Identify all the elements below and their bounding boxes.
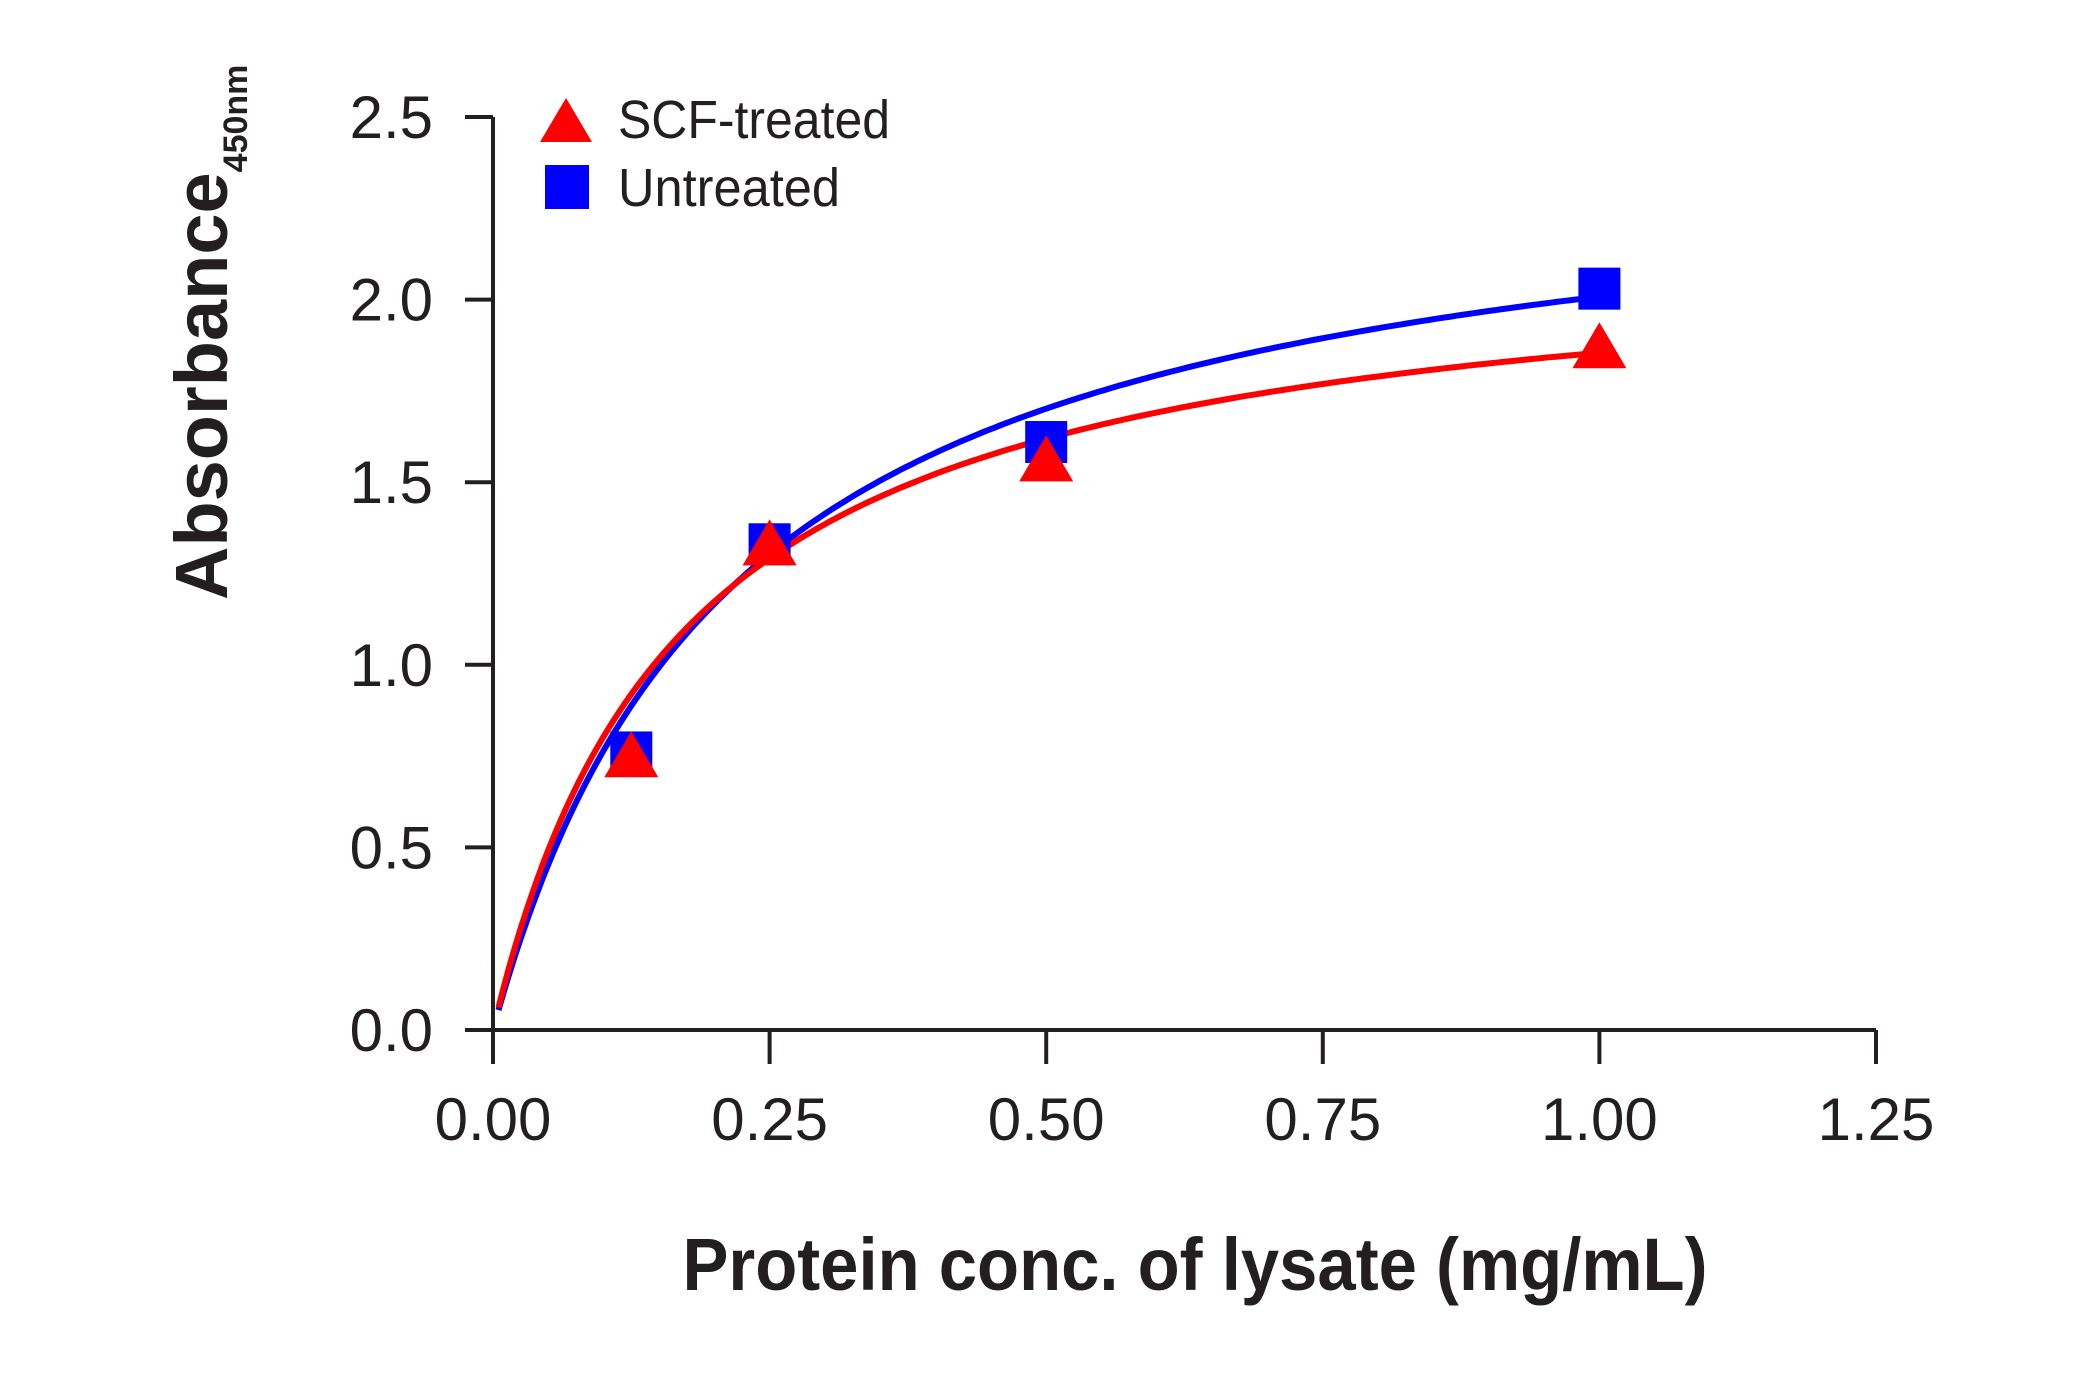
legend-marker-scf-treated [540, 98, 592, 142]
legend-label-untreated: Untreated [618, 158, 840, 218]
y-tick-label: 2.5 [350, 84, 433, 151]
x-tick-label: 1.00 [1541, 1086, 1658, 1153]
y-ticks: 0.0 0.5 1.0 1.5 2.0 2.5 [350, 84, 493, 1064]
y-axis-subscript: 450nm [217, 65, 255, 173]
y-tick-label: 1.0 [350, 632, 433, 699]
x-axis-title: Protein conc. of lysate (mg/mL) [683, 1223, 1708, 1306]
x-ticks: 0.00 0.25 0.50 0.75 1.00 1.25 [435, 1030, 1935, 1153]
data-point-scf-treated [1572, 322, 1627, 369]
x-tick-label: 0.00 [435, 1086, 552, 1153]
legend: SCF-treated Untreated [540, 90, 890, 218]
fit-curves [495, 293, 1600, 1011]
y-tick-label: 0.5 [350, 814, 433, 881]
x-tick-label: 1.25 [1818, 1086, 1935, 1153]
svg-text:Absorbance450nm: Absorbance450nm [160, 65, 255, 600]
legend-marker-untreated [545, 165, 589, 209]
data-point-scf-treated [742, 519, 797, 566]
x-tick-label: 0.75 [1264, 1086, 1381, 1153]
y-axis-title: Absorbance [160, 172, 243, 600]
data-point-scf-treated [604, 731, 659, 778]
y-tick-label: 2.0 [350, 267, 433, 334]
x-tick-label: 0.25 [711, 1086, 828, 1153]
data-point-scf-treated [1019, 435, 1074, 482]
axes [491, 117, 1876, 1032]
y-tick-label: 0.0 [350, 997, 433, 1064]
y-axis-title-group: Absorbance450nm [160, 65, 255, 600]
data-point-untreated [1578, 267, 1621, 310]
y-tick-label: 1.5 [350, 449, 433, 516]
data-points [604, 267, 1627, 778]
fit-curve-untreated [495, 293, 1600, 1011]
x-tick-label: 0.50 [988, 1086, 1105, 1153]
legend-label-scf-treated: SCF-treated [618, 90, 890, 150]
